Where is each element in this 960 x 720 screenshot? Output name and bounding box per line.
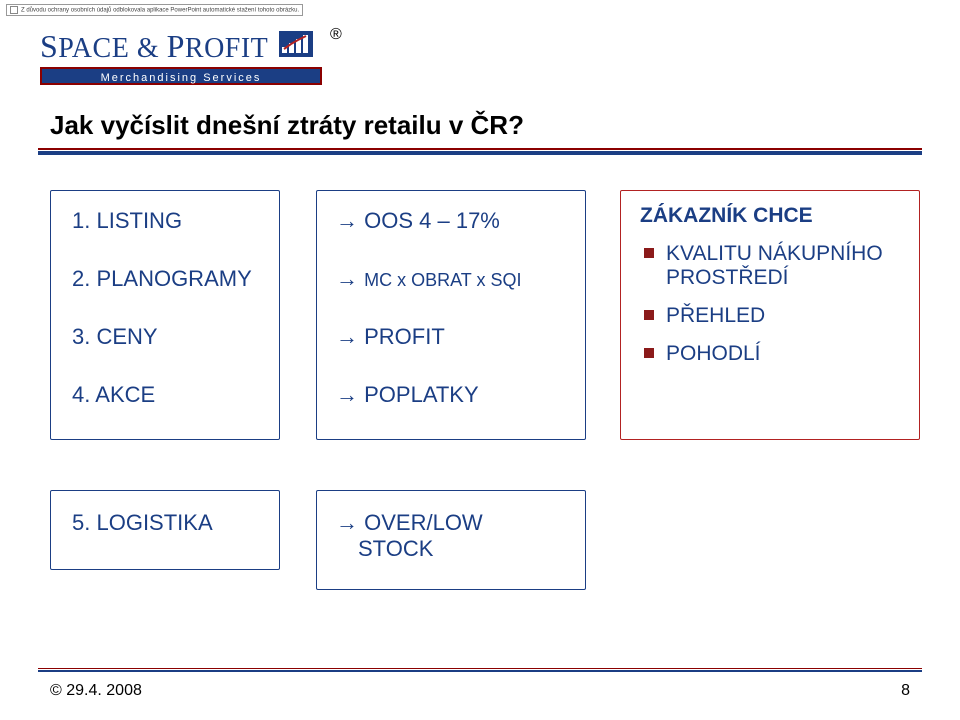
- logo-text: SPACE & PROFIT: [40, 28, 268, 65]
- slide-page: Z důvodu ochrany osobních údajů odblokov…: [0, 0, 960, 720]
- logo-subtitle: Merchandising Services: [40, 67, 322, 85]
- item-label: AKCE: [95, 382, 155, 407]
- list-item: → PROFIT: [336, 324, 596, 350]
- item-num: 1.: [72, 208, 90, 233]
- item-label: OOS 4 – 17%: [364, 208, 500, 233]
- logo-block: SPACE & PROFIT Merchandising Services: [40, 28, 322, 85]
- middle-list: → OOS 4 – 17% → MC x OBRAT x SQI → PROFI…: [336, 208, 596, 440]
- registered-mark: ®: [330, 26, 342, 44]
- arrow-icon: →: [336, 324, 358, 350]
- arrow-icon: →: [336, 510, 358, 536]
- footer-date: © 29.4. 2008: [50, 682, 142, 700]
- item-label-line2: STOCK: [358, 536, 433, 561]
- list-item: → MC x OBRAT x SQI: [336, 266, 596, 292]
- title-divider: [38, 148, 922, 155]
- item-label: CENY: [96, 324, 157, 349]
- item-label: PROFIT: [364, 324, 445, 349]
- list-item: 1. LISTING: [72, 208, 292, 234]
- logo-chart-icon: [279, 31, 313, 62]
- footer-divider: [38, 668, 922, 672]
- item-num: 3.: [72, 324, 90, 349]
- item-num: 2.: [72, 266, 90, 291]
- item-num: 5.: [72, 510, 90, 535]
- right-panel-heading: ZÁKAZNÍK CHCE: [640, 204, 910, 228]
- arrow-icon: →: [336, 208, 358, 234]
- list-item: → POPLATKY: [336, 382, 596, 408]
- security-note: Z důvodu ochrany osobních údajů odblokov…: [6, 4, 303, 16]
- item-label: LOGISTIKA: [96, 510, 212, 535]
- list-item: → OOS 4 – 17%: [336, 208, 596, 234]
- item-label: PLANOGRAMY: [96, 266, 251, 291]
- arrow-icon: →: [336, 382, 358, 408]
- item-label: MC x OBRAT x SQI: [364, 270, 521, 290]
- security-note-text: Z důvodu ochrany osobních údajů odblokov…: [21, 8, 299, 14]
- item-label: POPLATKY: [364, 382, 479, 407]
- blocked-image-icon: [10, 6, 18, 14]
- list-item: 3. CENY: [72, 324, 292, 350]
- item-label-line1: OVER/LOW: [364, 510, 483, 535]
- left-list: 1. LISTING 2. PLANOGRAMY 3. CENY 4. AKCE: [72, 208, 292, 440]
- bullet-item: PŘEHLED: [640, 304, 910, 328]
- row5-right: → OVER/LOW STOCK: [336, 510, 483, 562]
- list-item: 2. PLANOGRAMY: [72, 266, 292, 292]
- item-num: 4.: [72, 382, 90, 407]
- right-panel: ZÁKAZNÍK CHCE KVALITU NÁKUPNÍHO PROSTŘED…: [640, 204, 910, 380]
- row5-left: 5. LOGISTIKA: [72, 510, 213, 536]
- footer-page-number: 8: [901, 682, 910, 700]
- arrow-icon: →: [336, 266, 358, 292]
- item-label: LISTING: [96, 208, 182, 233]
- list-item: 4. AKCE: [72, 382, 292, 408]
- bullet-item: KVALITU NÁKUPNÍHO PROSTŘEDÍ: [640, 242, 910, 290]
- slide-title: Jak vyčíslit dnešní ztráty retailu v ČR?: [50, 110, 524, 141]
- bullet-item: POHODLÍ: [640, 342, 910, 366]
